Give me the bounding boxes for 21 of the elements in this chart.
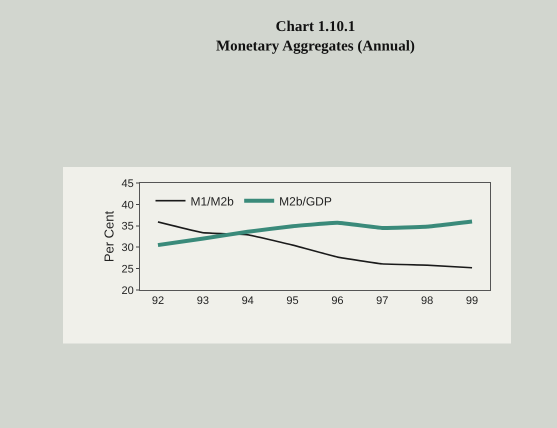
y-tick-label: 45 (122, 178, 134, 190)
x-tick-label: 97 (376, 295, 388, 308)
y-tick-label: 30 (122, 242, 134, 254)
x-tick-label: 96 (331, 295, 344, 308)
chart-title: Chart 1.10.1 (276, 19, 356, 35)
line-series (157, 221, 473, 269)
x-tick-label: 92 (152, 295, 164, 308)
x-tick-label: 94 (242, 295, 254, 308)
y-tick-label: 40 (122, 199, 134, 212)
line-series (156, 220, 474, 248)
legend-label: M2b/GDP (279, 194, 332, 208)
y-axis-title: Per Cent (102, 210, 116, 262)
x-tick-label: 99 (466, 295, 478, 308)
y-tick-label: 20 (122, 284, 134, 297)
y-tick-label: 35 (122, 220, 134, 233)
y-tick-label: 25 (122, 263, 134, 276)
x-tick-label: 93 (196, 295, 209, 308)
legend-label: M1/M2b (190, 194, 234, 208)
x-tick-label: 98 (421, 295, 434, 308)
chart-subtitle: Monetary Aggregates (Annual) (216, 38, 415, 54)
x-tick-label: 95 (286, 295, 299, 308)
